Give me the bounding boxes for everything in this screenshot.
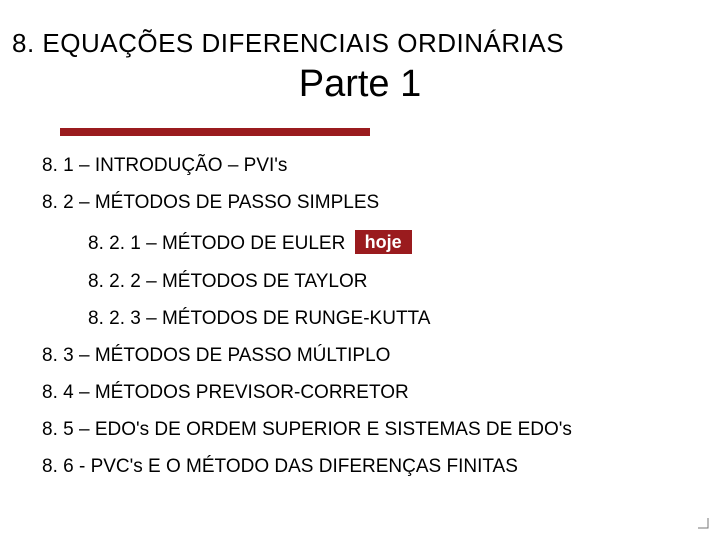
outline-item-text: 8. 1 – INTRODUÇÃO – PVI's [42, 155, 287, 176]
page-corner-icon [696, 516, 710, 530]
outline-item: 8. 6 - PVC's E O MÉTODO DAS DIFERENÇAS F… [42, 457, 572, 476]
slide-subtitle: Parte 1 [0, 63, 720, 106]
outline-item-text: 8. 3 – MÉTODOS DE PASSO MÚLTIPLO [42, 345, 390, 366]
outline-item: 8. 5 – EDO's DE ORDEM SUPERIOR E SISTEMA… [42, 420, 572, 439]
outline-subitem: 8. 2. 2 – MÉTODOS DE TAYLOR [88, 272, 572, 291]
outline-item: 8. 3 – MÉTODOS DE PASSO MÚLTIPLO [42, 346, 572, 365]
slide-title: 8. EQUAÇÕES DIFERENCIAIS ORDINÁRIAS [12, 28, 564, 59]
outline-subitem: 8. 2. 3 – MÉTODOS DE RUNGE-KUTTA [88, 309, 572, 328]
outline-item-text: 8. 2. 1 – MÉTODO DE EULER [88, 233, 345, 254]
outline-item-text: 8. 2. 2 – MÉTODOS DE TAYLOR [88, 271, 367, 292]
outline-item: 8. 2 – MÉTODOS DE PASSO SIMPLES [42, 193, 572, 212]
outline-item-text: 8. 6 - PVC's E O MÉTODO DAS DIFERENÇAS F… [42, 456, 518, 477]
today-badge: hoje [355, 230, 412, 254]
outline-item-text: 8. 2 – MÉTODOS DE PASSO SIMPLES [42, 192, 379, 213]
outline-item-text: 8. 5 – EDO's DE ORDEM SUPERIOR E SISTEMA… [42, 419, 572, 440]
title-underline [60, 128, 370, 136]
outline-item-text: 8. 4 – MÉTODOS PREVISOR-CORRETOR [42, 382, 409, 403]
slide: 8. EQUAÇÕES DIFERENCIAIS ORDINÁRIAS Part… [0, 0, 720, 540]
outline-item-text: 8. 2. 3 – MÉTODOS DE RUNGE-KUTTA [88, 308, 430, 329]
outline-subitem: 8. 2. 1 – MÉTODO DE EULER hoje [88, 230, 572, 254]
outline-list: 8. 1 – INTRODUÇÃO – PVI's 8. 2 – MÉTODOS… [42, 156, 572, 476]
outline-item: 8. 1 – INTRODUÇÃO – PVI's [42, 156, 572, 175]
outline-item: 8. 4 – MÉTODOS PREVISOR-CORRETOR [42, 383, 572, 402]
